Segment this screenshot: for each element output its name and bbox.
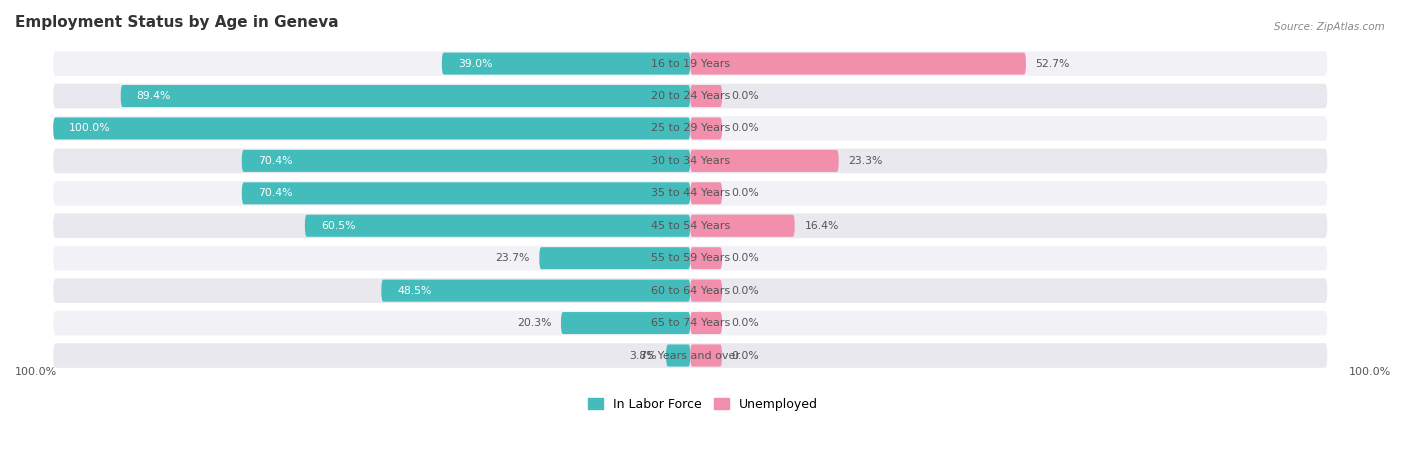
Text: 52.7%: 52.7% <box>1036 58 1070 68</box>
Text: 30 to 34 Years: 30 to 34 Years <box>651 156 730 166</box>
Text: 23.3%: 23.3% <box>848 156 883 166</box>
FancyBboxPatch shape <box>53 181 1327 206</box>
FancyBboxPatch shape <box>53 343 1327 368</box>
FancyBboxPatch shape <box>690 150 839 172</box>
Text: 100.0%: 100.0% <box>69 123 111 134</box>
FancyBboxPatch shape <box>53 117 690 140</box>
FancyBboxPatch shape <box>690 215 794 237</box>
FancyBboxPatch shape <box>540 247 690 269</box>
Text: 48.5%: 48.5% <box>398 286 432 296</box>
Text: 0.0%: 0.0% <box>731 91 759 101</box>
Text: 0.0%: 0.0% <box>731 189 759 198</box>
Text: 23.7%: 23.7% <box>495 253 530 263</box>
FancyBboxPatch shape <box>53 311 1327 335</box>
Text: 25 to 29 Years: 25 to 29 Years <box>651 123 730 134</box>
FancyBboxPatch shape <box>53 51 1327 76</box>
Text: Employment Status by Age in Geneva: Employment Status by Age in Geneva <box>15 15 339 30</box>
FancyBboxPatch shape <box>690 279 723 302</box>
FancyBboxPatch shape <box>690 53 1026 75</box>
Text: 75 Years and over: 75 Years and over <box>640 351 741 360</box>
Text: 20 to 24 Years: 20 to 24 Years <box>651 91 730 101</box>
Text: 89.4%: 89.4% <box>136 91 172 101</box>
Text: 65 to 74 Years: 65 to 74 Years <box>651 318 730 328</box>
FancyBboxPatch shape <box>561 312 690 334</box>
FancyBboxPatch shape <box>381 279 690 302</box>
Text: 16.4%: 16.4% <box>804 221 838 231</box>
FancyBboxPatch shape <box>441 53 690 75</box>
Text: 60 to 64 Years: 60 to 64 Years <box>651 286 730 296</box>
FancyBboxPatch shape <box>305 215 690 237</box>
Text: 0.0%: 0.0% <box>731 318 759 328</box>
Text: 16 to 19 Years: 16 to 19 Years <box>651 58 730 68</box>
FancyBboxPatch shape <box>53 116 1327 141</box>
Text: 39.0%: 39.0% <box>458 58 492 68</box>
FancyBboxPatch shape <box>666 344 690 367</box>
Text: Source: ZipAtlas.com: Source: ZipAtlas.com <box>1274 22 1385 32</box>
Text: 60.5%: 60.5% <box>321 221 356 231</box>
FancyBboxPatch shape <box>242 182 690 204</box>
Text: 20.3%: 20.3% <box>517 318 551 328</box>
Text: 70.4%: 70.4% <box>257 189 292 198</box>
FancyBboxPatch shape <box>53 213 1327 238</box>
FancyBboxPatch shape <box>121 85 690 107</box>
Text: 70.4%: 70.4% <box>257 156 292 166</box>
FancyBboxPatch shape <box>53 148 1327 173</box>
FancyBboxPatch shape <box>53 278 1327 303</box>
Text: 0.0%: 0.0% <box>731 123 759 134</box>
Text: 45 to 54 Years: 45 to 54 Years <box>651 221 730 231</box>
Text: 100.0%: 100.0% <box>1348 367 1391 377</box>
Text: 55 to 59 Years: 55 to 59 Years <box>651 253 730 263</box>
Text: 35 to 44 Years: 35 to 44 Years <box>651 189 730 198</box>
FancyBboxPatch shape <box>242 150 690 172</box>
Legend: In Labor Force, Unemployed: In Labor Force, Unemployed <box>583 393 823 416</box>
Text: 100.0%: 100.0% <box>15 367 58 377</box>
FancyBboxPatch shape <box>53 84 1327 108</box>
Text: 0.0%: 0.0% <box>731 286 759 296</box>
Text: 3.8%: 3.8% <box>628 351 657 360</box>
FancyBboxPatch shape <box>690 312 723 334</box>
Text: 0.0%: 0.0% <box>731 351 759 360</box>
FancyBboxPatch shape <box>53 246 1327 270</box>
FancyBboxPatch shape <box>690 117 723 140</box>
Text: 0.0%: 0.0% <box>731 253 759 263</box>
FancyBboxPatch shape <box>690 85 723 107</box>
FancyBboxPatch shape <box>690 344 723 367</box>
FancyBboxPatch shape <box>690 247 723 269</box>
FancyBboxPatch shape <box>690 182 723 204</box>
